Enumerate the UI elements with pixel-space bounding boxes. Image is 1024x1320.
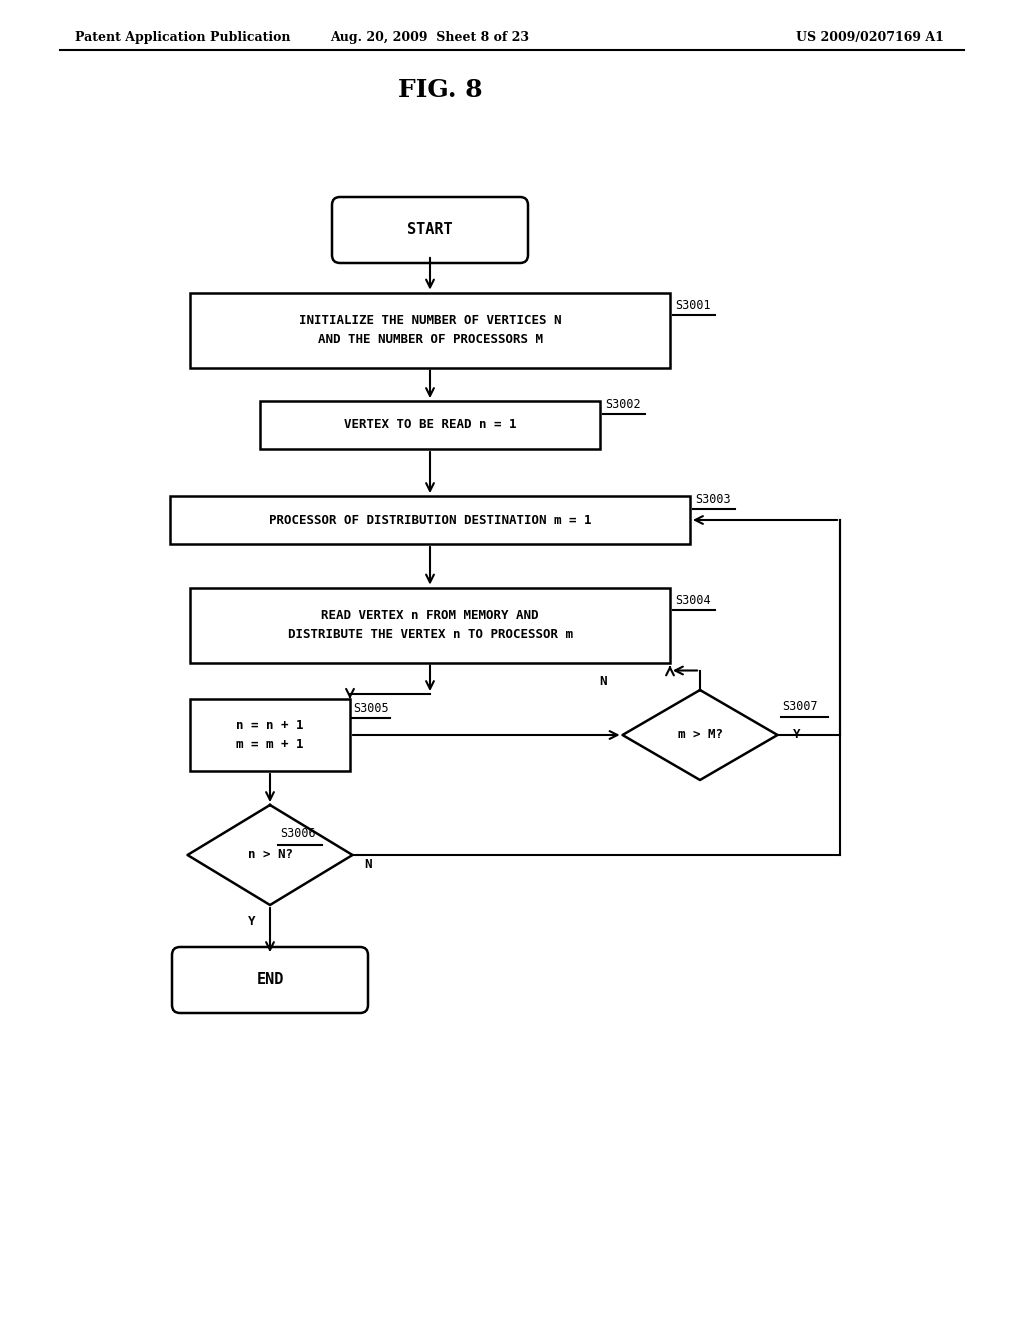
Text: S3001: S3001	[675, 300, 711, 312]
Text: S3005: S3005	[353, 702, 389, 715]
Text: S3006: S3006	[280, 828, 315, 840]
Text: READ VERTEX n FROM MEMORY AND
DISTRIBUTE THE VERTEX n TO PROCESSOR m: READ VERTEX n FROM MEMORY AND DISTRIBUTE…	[288, 609, 572, 642]
Text: US 2009/0207169 A1: US 2009/0207169 A1	[796, 30, 944, 44]
Text: START: START	[408, 223, 453, 238]
Bar	[190, 587, 670, 663]
Bar	[260, 401, 600, 449]
Text: S3007: S3007	[782, 700, 818, 713]
Bar	[170, 496, 690, 544]
Text: Aug. 20, 2009  Sheet 8 of 23: Aug. 20, 2009 Sheet 8 of 23	[331, 30, 529, 44]
Text: Y: Y	[248, 915, 256, 928]
Text: S3002: S3002	[605, 399, 641, 411]
Text: n > N?: n > N?	[248, 849, 293, 862]
Text: N: N	[365, 858, 372, 871]
Text: Y: Y	[793, 729, 800, 742]
Text: Patent Application Publication: Patent Application Publication	[75, 30, 291, 44]
Text: INITIALIZE THE NUMBER OF VERTICES N
AND THE NUMBER OF PROCESSORS M: INITIALIZE THE NUMBER OF VERTICES N AND …	[299, 314, 561, 346]
Text: PROCESSOR OF DISTRIBUTION DESTINATION m = 1: PROCESSOR OF DISTRIBUTION DESTINATION m …	[268, 513, 591, 527]
Bar	[190, 293, 670, 367]
Text: S3004: S3004	[675, 594, 711, 607]
FancyBboxPatch shape	[332, 197, 528, 263]
Text: S3003: S3003	[695, 492, 731, 506]
Polygon shape	[623, 690, 777, 780]
Text: m > M?: m > M?	[678, 729, 723, 742]
Text: VERTEX TO BE READ n = 1: VERTEX TO BE READ n = 1	[344, 418, 516, 432]
Text: END: END	[256, 973, 284, 987]
Polygon shape	[187, 805, 352, 906]
Text: N: N	[599, 675, 606, 688]
Bar	[190, 700, 350, 771]
Text: FIG. 8: FIG. 8	[397, 78, 482, 102]
Text: n = n + 1
m = m + 1: n = n + 1 m = m + 1	[237, 719, 304, 751]
FancyBboxPatch shape	[172, 946, 368, 1012]
